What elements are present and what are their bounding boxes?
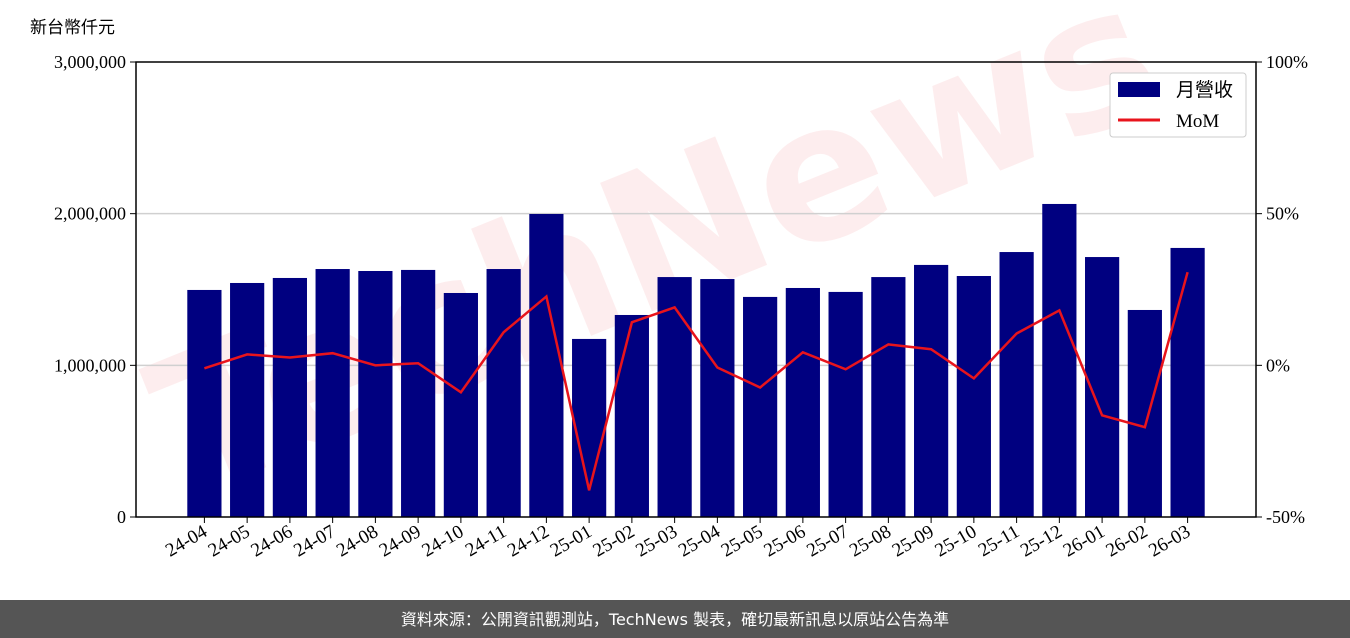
x-tick-label: 26-03 — [1145, 521, 1194, 561]
bar — [1170, 247, 1205, 517]
bar — [315, 269, 350, 517]
bar — [1127, 309, 1162, 517]
bar — [529, 213, 564, 517]
y-tick-label: 1,000,000 — [54, 355, 126, 375]
bar — [657, 277, 692, 517]
bar — [614, 314, 649, 517]
y-tick-label: 0 — [117, 507, 126, 527]
y-tick-label: 2,000,000 — [54, 204, 126, 224]
bar — [358, 270, 393, 517]
x-tick-label: 25-05 — [718, 521, 767, 561]
bar — [272, 277, 307, 517]
x-tick-label: 25-07 — [803, 521, 852, 561]
x-tick-label: 25-04 — [675, 521, 724, 562]
x-tick-label: 25-11 — [975, 521, 1023, 561]
bar — [187, 289, 222, 517]
x-tick-label: 25-09 — [889, 521, 938, 561]
x-tick-label: 25-03 — [632, 521, 681, 561]
x-tick-label: 24-06 — [248, 521, 297, 561]
y2-tick-label: 0% — [1266, 355, 1290, 375]
x-tick-label: 25-08 — [846, 521, 895, 561]
y-axis-label: 新台幣仟元 — [30, 18, 115, 38]
bar — [230, 282, 265, 517]
bar — [700, 279, 735, 517]
x-tick-label: 25-01 — [547, 521, 596, 561]
bar — [999, 252, 1034, 517]
y2-tick-label: -50% — [1266, 507, 1305, 527]
bar — [743, 296, 778, 517]
y-tick-label: 3,000,000 — [54, 52, 126, 72]
plot-frame — [135, 61, 1257, 518]
bar — [486, 269, 521, 517]
x-tick-label: 24-10 — [418, 521, 467, 561]
x-tick-label: 25-12 — [1017, 521, 1066, 561]
x-tick-label: 25-02 — [589, 521, 638, 561]
bar — [956, 276, 991, 517]
x-tick-label: 26-01 — [1060, 521, 1109, 561]
y2-tick-label: 100% — [1266, 52, 1308, 72]
line — [204, 271, 1189, 491]
footer-bar — [0, 600, 1350, 638]
x-tick-label: 25-06 — [760, 521, 809, 561]
bar — [443, 292, 478, 517]
y2-tick-label: 50% — [1266, 204, 1299, 224]
x-tick-label: 24-12 — [504, 521, 553, 561]
bar — [1042, 203, 1077, 517]
x-tick-label: 24-08 — [333, 521, 382, 561]
x-tick-label: 24-07 — [290, 521, 339, 561]
bar — [914, 264, 949, 517]
legend-label: 月營收 — [1176, 79, 1233, 101]
bar — [871, 277, 906, 517]
footer: 資料來源：公開資訊觀測站，TechNews 製表，確切最新訊息以原站公告為準 — [401, 610, 949, 629]
x-tick-label: 24-09 — [376, 521, 425, 561]
bar — [401, 269, 436, 517]
legend-swatch — [1118, 82, 1160, 97]
x-tick-label: 24-11 — [462, 521, 510, 561]
bar — [828, 291, 863, 517]
x-tick-label: 25-10 — [931, 521, 980, 561]
x-tick-label: 26-02 — [1102, 521, 1151, 561]
legend-label: MoM — [1176, 111, 1219, 132]
bar — [785, 287, 820, 517]
